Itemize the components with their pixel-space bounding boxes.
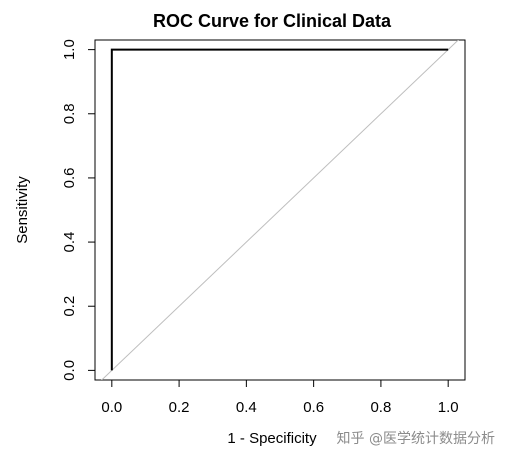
y-axis-label: Sensitivity [14, 176, 31, 244]
watermark: 知乎 @医学统计数据分析 [337, 430, 495, 447]
y-tick-label: 0.0 [61, 360, 78, 381]
y-tick-label: 0.2 [61, 296, 78, 317]
diagonal-reference-line [101, 40, 459, 380]
chart-title: ROC Curve for Clinical Data [153, 11, 392, 31]
x-tick-label: 0.0 [101, 399, 122, 416]
y-tick-label: 0.6 [61, 167, 78, 188]
x-axis: 0.0 0.2 0.4 0.6 0.8 1.0 [101, 379, 459, 416]
roc-curve-line [110, 48, 449, 371]
y-tick-label: 0.4 [61, 232, 78, 253]
y-tick-label: 0.8 [61, 103, 78, 124]
x-tick-label: 0.6 [303, 399, 324, 416]
y-tick-label: 1.0 [61, 39, 78, 60]
x-tick-label: 1.0 [438, 399, 459, 416]
x-tick-label: 0.8 [370, 399, 391, 416]
x-tick-label: 0.2 [169, 399, 190, 416]
x-axis-label: 1 - Specificity [227, 430, 317, 447]
y-axis: 0.0 0.2 0.4 0.6 0.8 1.0 [61, 39, 96, 381]
x-tick-label: 0.4 [236, 399, 257, 416]
